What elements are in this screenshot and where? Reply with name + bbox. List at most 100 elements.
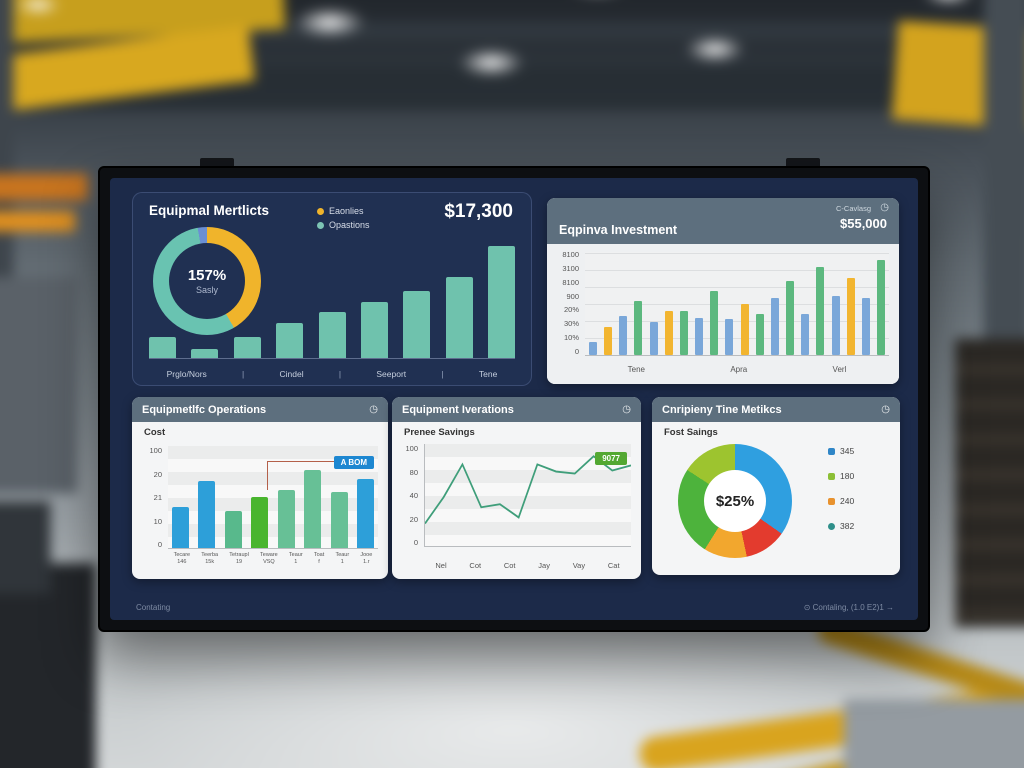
axis-label-line: 1.r xyxy=(363,559,370,566)
axis-label: Nel xyxy=(435,561,447,570)
axis-label: 3100 xyxy=(562,263,579,273)
dashboard-screen: Equipmal Mertlicts Eaonlies Opastions $17… xyxy=(110,178,918,620)
x-axis: Tene Apra Verl xyxy=(585,365,889,377)
bar xyxy=(403,290,431,358)
machinery xyxy=(843,699,1024,768)
legend-marker xyxy=(828,472,835,480)
chart-label: Fost Saings xyxy=(664,427,718,438)
axis-label-line: 19 xyxy=(235,559,243,566)
axis-label-line: VSQ xyxy=(263,559,275,566)
axis-label: 0 xyxy=(574,346,579,356)
orange-beam xyxy=(0,210,76,232)
legend-item: Eaonlies xyxy=(317,206,370,216)
footer-right[interactable]: ⊙ Contaling, (1.0 E2)1 → xyxy=(803,603,894,612)
clock-icon[interactable]: ◷ xyxy=(622,404,631,415)
plot-area: A BOM xyxy=(168,446,378,549)
machinery xyxy=(0,276,78,494)
axis-label-line: 146 xyxy=(177,559,187,566)
legend-marker xyxy=(317,221,324,229)
axis-label: 8100 xyxy=(562,250,579,259)
bar xyxy=(619,315,628,355)
card-body: Prenee Savings 100 80 40 20 0 9077 Nel Cot Cot… xyxy=(392,422,641,579)
legend: Eaonlies Opastions xyxy=(317,206,370,230)
axis-label: 900 xyxy=(566,291,579,301)
axis-label: Apra xyxy=(730,365,748,374)
footer-left: Contating xyxy=(136,603,171,612)
ceiling-light xyxy=(458,48,525,78)
axis-label: Tetraupl 19 xyxy=(229,552,249,567)
axis-label: Prglo/Nors xyxy=(166,369,207,379)
bar xyxy=(816,267,825,355)
metric-value: $55,000 xyxy=(840,216,887,231)
axis-label: 0 xyxy=(413,538,418,547)
card-body: 8100 3100 8100 900 20% 30% 10% 0 Tene Apra Verl xyxy=(547,244,899,384)
axis-label-line: Tetraupl xyxy=(229,552,249,558)
dashboard-monitor: Equipmal Mertlicts Eaonlies Opastions $17… xyxy=(98,166,930,632)
axis-label: 21 xyxy=(153,493,162,502)
x-axis: Prglo/Nors | Cindel | Seeport | Tene xyxy=(149,369,515,379)
axis-label: 100 xyxy=(149,446,162,455)
legend-label: Eaonlies xyxy=(329,206,364,216)
axis-label: Verl xyxy=(832,365,847,374)
legend-marker xyxy=(317,207,324,215)
bar xyxy=(831,296,840,355)
clock-icon[interactable]: ◷ xyxy=(881,404,890,415)
panel-equipment-iterations: Equipment Iverations ◷ Prenee Savings 10… xyxy=(392,397,641,579)
annotation-line xyxy=(266,461,364,463)
bar xyxy=(604,327,613,355)
panel-title: Equipmal Mertlicts xyxy=(149,203,270,218)
legend-label: Opastions xyxy=(329,220,370,230)
legend: 345 180 240 382 xyxy=(828,446,854,531)
axis-tick: | xyxy=(242,369,245,379)
axis-label: 10 xyxy=(153,516,162,526)
orange-beam xyxy=(0,173,88,201)
bar xyxy=(679,310,688,355)
annotation-line xyxy=(266,461,268,490)
card-header: Equipmetlfc Operations ◷ xyxy=(132,397,388,422)
axis-label: Jooe 1.r xyxy=(360,552,372,567)
axis-label: 8100 xyxy=(562,277,579,287)
bar xyxy=(318,312,346,358)
bar-chart xyxy=(168,446,378,548)
plot-area xyxy=(585,252,889,356)
axis-label-line: Teaur xyxy=(288,552,303,558)
card-header: Equipment Iverations ◷ xyxy=(392,397,641,422)
legend-label: 180 xyxy=(840,471,855,481)
axis-label-line: Toat xyxy=(313,552,325,558)
x-axis: Tecare 146 Teerba 15k Tetraupl 19 Teware VSQ Tea… xyxy=(168,552,378,576)
bar xyxy=(251,497,269,548)
legend-item: Opastions xyxy=(317,220,370,230)
axis-label: Cindel xyxy=(279,369,304,379)
axis-label: Teaur 1 xyxy=(289,552,303,567)
annotation-badge[interactable]: A BOM xyxy=(333,456,374,469)
legend-item: 240 xyxy=(828,496,854,506)
donut-center-value: $25% xyxy=(715,492,755,510)
axis-label-line: Teerba xyxy=(201,552,219,558)
axis-label-line: Jooe xyxy=(360,552,373,558)
header-meta: C-Cavlasg xyxy=(835,204,871,213)
axis-tick: | xyxy=(338,369,342,379)
card-header: Cnripieny Tine Metikcs ◷ xyxy=(652,397,900,422)
bar xyxy=(356,478,374,548)
annotation-badge[interactable]: 9077 xyxy=(595,452,627,465)
bar xyxy=(725,318,734,355)
ceiling-light xyxy=(15,0,61,16)
card-body: Fost Saings $25% 345 180 240 382 xyxy=(652,422,900,575)
axis-label: 20 xyxy=(409,514,418,524)
axis-label-line: 1 xyxy=(340,559,344,566)
axis-label: Cat xyxy=(607,561,620,570)
axis-label: Teaur 1 xyxy=(335,552,349,567)
y-axis: 100 80 40 20 0 xyxy=(398,444,418,547)
ceiling-light xyxy=(921,0,976,5)
clock-icon[interactable]: ◷ xyxy=(369,404,378,415)
clock-icon[interactable]: ◷ xyxy=(880,202,889,213)
axis-label: Tene xyxy=(627,365,646,374)
panel-company-time-metrics: Cnripieny Tine Metikcs ◷ Fost Saings $25… xyxy=(652,397,900,575)
chart-label: Prenee Savings xyxy=(404,427,475,438)
bar xyxy=(445,277,473,358)
axis-label-line: Tecare xyxy=(173,552,191,558)
metric-value: $17,300 xyxy=(444,201,513,222)
bar xyxy=(770,298,779,355)
axis-label: Cot xyxy=(503,561,516,570)
ceiling-light xyxy=(685,35,745,63)
